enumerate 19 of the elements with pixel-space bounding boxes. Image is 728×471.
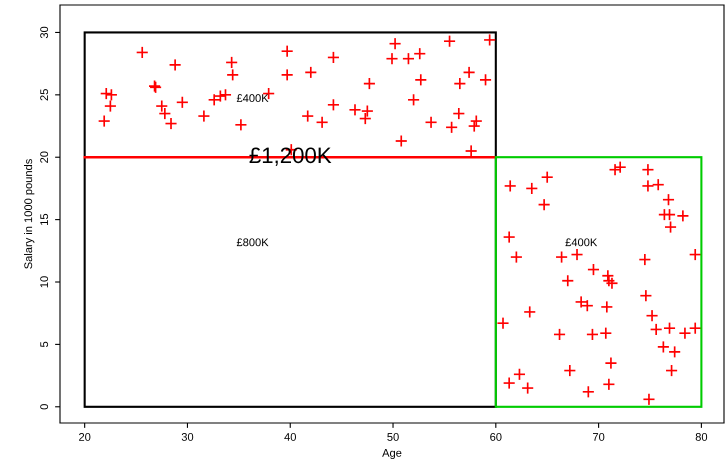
x-tick-label: 70 (592, 433, 604, 441)
y-tick-label: 5 (40, 342, 48, 348)
x-tick-label: 40 (284, 433, 296, 441)
x-tick-label: 50 (387, 433, 399, 441)
y-tick-label: 25 (40, 89, 48, 100)
x-tick-label: 20 (79, 433, 90, 441)
x-tick-label: 30 (182, 433, 194, 441)
y-tick-label: 0 (40, 404, 48, 410)
annotation: £400K (565, 238, 598, 246)
y-tick-label: 10 (40, 276, 48, 288)
x-tick-label: 80 (696, 433, 708, 441)
annotation: £400K (236, 94, 268, 102)
x-axis-title: Age (382, 449, 402, 459)
y-tick-label: 20 (40, 151, 48, 163)
y-tick-label: 30 (40, 26, 48, 38)
y-tick-label: 15 (40, 214, 48, 225)
annotation: £800K (236, 238, 268, 246)
y-axis-title: Salary in 1000 pounds (24, 159, 34, 269)
x-tick-label: 60 (490, 433, 502, 441)
